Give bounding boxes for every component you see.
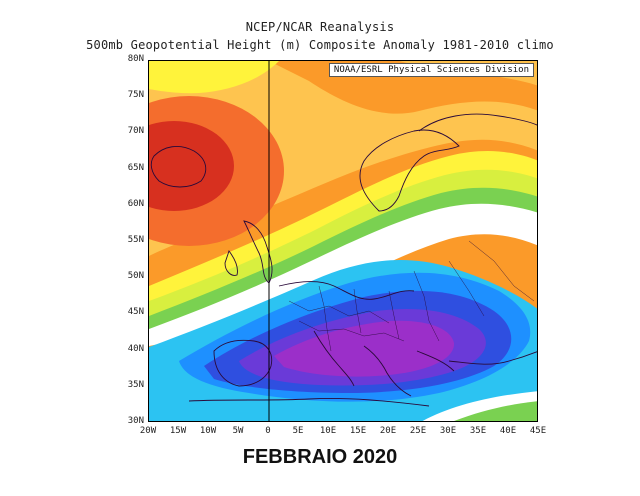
latitude-tick-label: 45N (127, 307, 144, 318)
longitude-tick-label: 20W (139, 426, 157, 436)
longitude-tick-label: 5W (232, 426, 244, 436)
latitude-tick-label: 60N (127, 198, 144, 209)
latitude-tick-label: 55N (127, 235, 144, 245)
longitude-tick-label: 10W (199, 426, 217, 436)
chart-title: NCEP/NCAR Reanalysis (245, 20, 395, 34)
longitude-tick-label: 0 (265, 426, 271, 436)
latitude-tick-label: 75N (127, 90, 144, 101)
period-caption: FEBBRAIO 2020 (242, 446, 398, 468)
country-borders (288, 240, 535, 352)
chart-subtitle: 500mb Geopotential Height (m) Composite … (86, 38, 554, 52)
credit-label: NOAA/ESRL Physical Sciences Division (328, 63, 534, 77)
anomaly-map: NOAA/ESRL Physical Sciences Division (148, 60, 538, 422)
longitude-tick-label: 20E (379, 426, 397, 436)
latitude-tick-label: 70N (127, 126, 144, 137)
anomaly-low-purple (274, 320, 455, 377)
anomaly-high-red (149, 121, 234, 211)
anomaly-band-green-south (454, 401, 537, 421)
longitude-tick-label: 45E (529, 426, 547, 436)
longitude-tick-label: 15W (169, 426, 187, 436)
latitude-tick-label: 35N (127, 379, 144, 390)
latitude-tick-label: 80N (127, 54, 144, 64)
anomaly-map-svg (149, 61, 537, 421)
longitude-tick-label: 5E (292, 426, 304, 436)
longitude-tick-label: 35E (469, 426, 487, 436)
longitude-tick-label: 40E (499, 426, 517, 436)
latitude-tick-label: 30N (127, 416, 144, 426)
anomaly-band-yellow-nw (149, 61, 279, 94)
longitude-tick-label: 25E (409, 426, 427, 436)
latitude-tick-label: 50N (127, 271, 144, 282)
longitude-tick-label: 15E (349, 426, 367, 436)
longitude-tick-label: 10E (319, 426, 337, 436)
longitude-tick-label: 30E (439, 426, 457, 436)
latitude-tick-label: 65N (127, 162, 144, 173)
latitude-tick-label: 40N (127, 343, 144, 354)
